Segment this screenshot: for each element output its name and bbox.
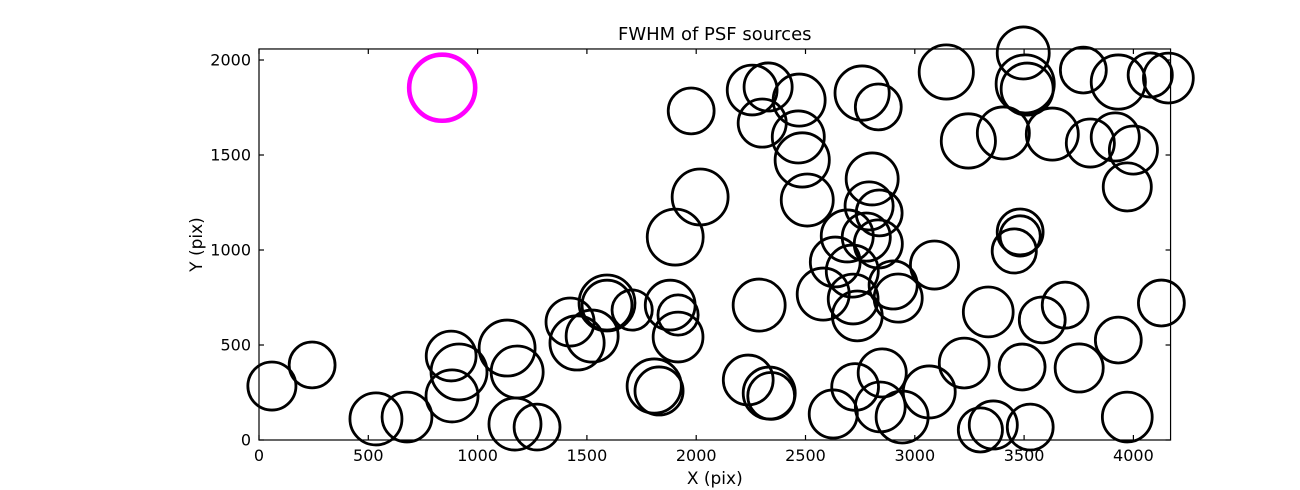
psf-circle [990, 227, 1038, 275]
psf-circle [853, 82, 903, 132]
x-tick-label: 2000 [676, 446, 717, 465]
x-tick-label: 1500 [567, 446, 608, 465]
psf-circle [424, 329, 478, 383]
psf-circle [1005, 402, 1055, 452]
y-tick-label: 2000 [210, 51, 251, 70]
x-tick-label: 500 [353, 446, 384, 465]
chart-title: FWHM of PSF sources [618, 24, 812, 45]
x-tick-label: 3000 [894, 446, 935, 465]
x-tick-label: 0 [254, 446, 264, 465]
psf-circle [1089, 111, 1141, 163]
y-tick-label: 500 [220, 336, 251, 355]
psf-circle [348, 391, 404, 447]
psf-circle [997, 342, 1047, 392]
psf-circle [819, 208, 875, 264]
psf-circles-layer [246, 25, 1195, 454]
psf-circle [1040, 280, 1090, 330]
psf-circle [1100, 390, 1154, 444]
psf-circle [779, 172, 835, 228]
psf-circle [287, 340, 337, 390]
psf-circle [854, 188, 904, 238]
y-tick-label: 1500 [210, 146, 251, 165]
psf-circle [998, 214, 1042, 258]
psf-circle [580, 278, 634, 332]
psf-circle [633, 365, 685, 417]
psf-circle [1107, 124, 1159, 176]
psf-circle [770, 109, 826, 165]
psf-circle [477, 318, 537, 378]
psf-circle [874, 389, 930, 445]
highlighted-psf-circle [406, 52, 478, 124]
psf-circle [961, 285, 1015, 339]
psf-circle [487, 396, 543, 452]
psf-circle [843, 180, 895, 232]
psf-circle [1093, 315, 1143, 365]
psf-circle [994, 53, 1056, 115]
psf-circle [725, 63, 779, 117]
psf-circle [736, 97, 788, 149]
psf-circle [872, 272, 924, 324]
psf-circle [995, 25, 1051, 81]
psf-circle [656, 293, 700, 337]
psf-circle [824, 243, 880, 299]
ticks-layer [258, 48, 1171, 441]
y-tick-label: 0 [241, 431, 251, 450]
psf-circle [1089, 53, 1147, 111]
psf-circle [975, 105, 1031, 161]
psf-circle [909, 239, 960, 291]
y-tick-label: 1000 [210, 241, 251, 260]
y-axis-label: Y (pix) [187, 217, 207, 273]
psf-circle [742, 61, 794, 113]
psf-circle [1101, 161, 1153, 213]
psf-circle [1058, 45, 1108, 95]
psf-circle [1064, 117, 1116, 169]
psf-circle [564, 308, 620, 364]
psf-circle [651, 310, 705, 364]
psf-circle [246, 360, 298, 412]
x-axis-label: X (pix) [687, 469, 743, 489]
psf-circle [937, 336, 991, 390]
x-tick-label: 1000 [457, 446, 498, 465]
psf-circle [1137, 278, 1186, 328]
psf-circle [917, 43, 975, 101]
psf-circle [808, 235, 862, 289]
psf-circle [1142, 51, 1195, 105]
psf-circle [666, 86, 716, 136]
psf-circle [795, 266, 851, 322]
psf-circle [956, 406, 1004, 454]
psf-circle [939, 112, 997, 170]
psf-circle [826, 272, 880, 326]
psf-circle [424, 368, 480, 424]
tick-labels-layer: 0 500 1000 1500 2000 2500 3000 3500 400005001000… [210, 51, 1153, 466]
psf-circle [856, 347, 908, 399]
psf-circle [833, 64, 891, 122]
x-tick-label: 2500 [785, 446, 826, 465]
psf-circle [1053, 342, 1105, 394]
psf-circle [429, 342, 489, 402]
psf-circle [380, 390, 434, 444]
psf-circle [746, 371, 796, 421]
psf-circle [771, 72, 827, 128]
x-tick-label: 4000 [1113, 446, 1154, 465]
psf-circle [999, 61, 1055, 117]
psf-circle [844, 151, 900, 207]
psf-circle [610, 288, 654, 332]
psf-circle [852, 218, 904, 270]
psf-circle [1024, 106, 1080, 162]
psf-circle [731, 277, 787, 333]
psf-circle [670, 167, 730, 227]
psf-circle [512, 402, 562, 452]
psf-circle [773, 131, 831, 189]
